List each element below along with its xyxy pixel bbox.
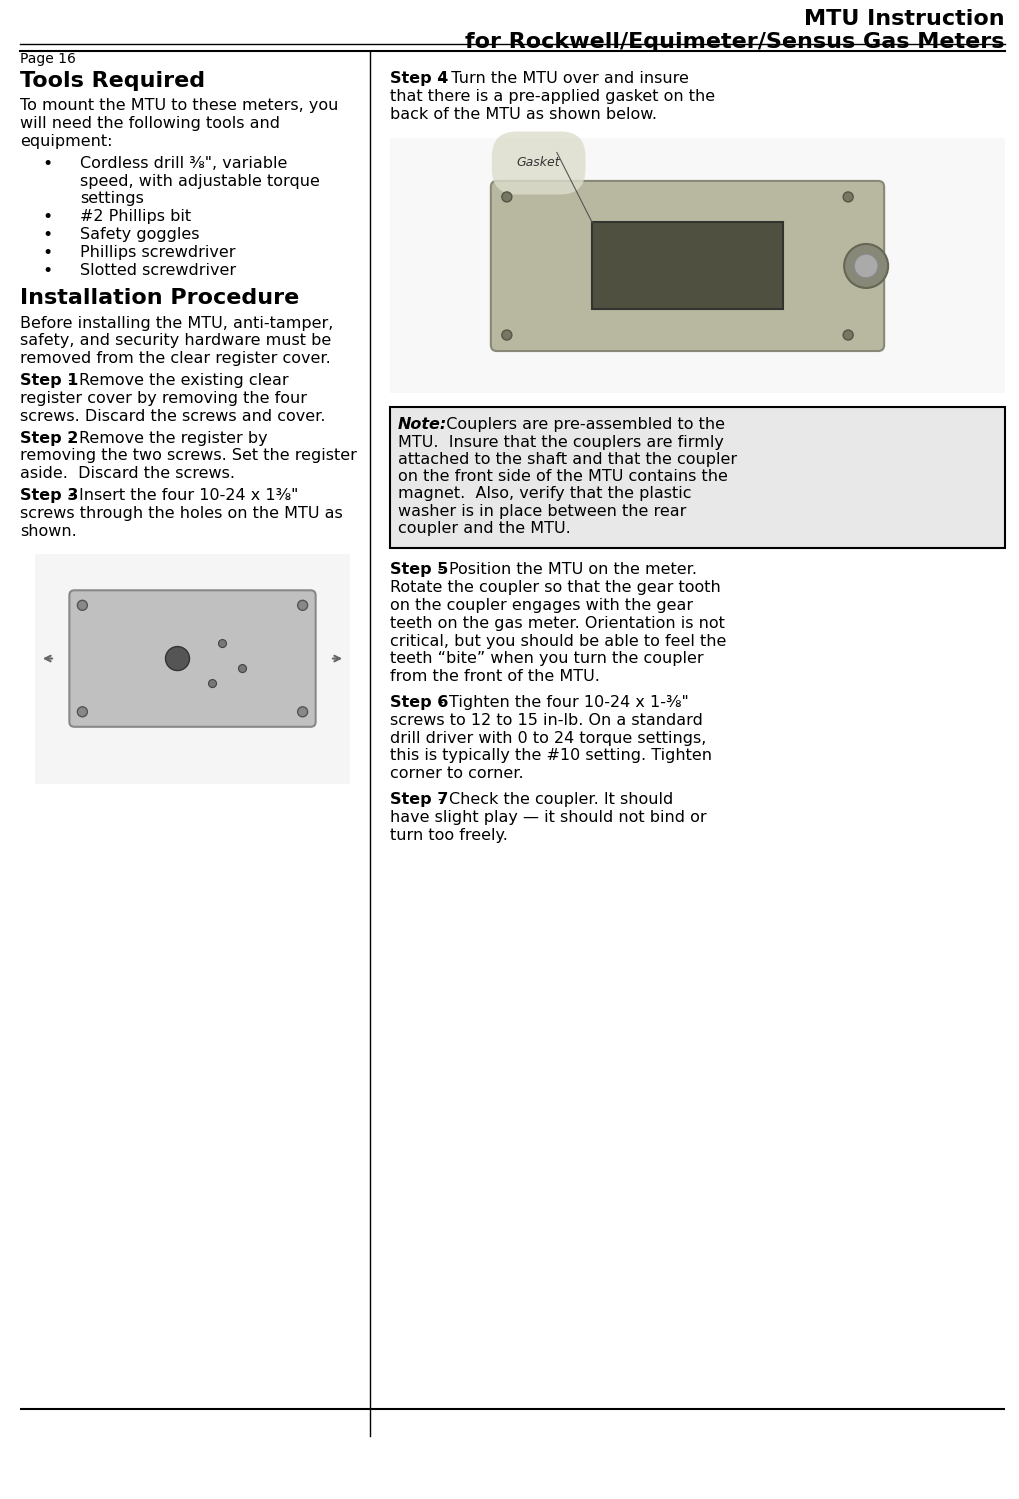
Text: Installation Procedure: Installation Procedure <box>20 288 299 309</box>
Text: Tools Required: Tools Required <box>20 70 205 91</box>
Text: critical, but you should be able to feel the: critical, but you should be able to feel… <box>389 634 726 649</box>
Text: Slotted screwdriver: Slotted screwdriver <box>79 262 235 277</box>
Bar <box>389 138 1004 393</box>
Text: Phillips screwdriver: Phillips screwdriver <box>79 244 235 259</box>
Text: from the front of the MTU.: from the front of the MTU. <box>389 669 599 684</box>
Bar <box>389 408 1004 549</box>
Text: MTU Instruction: MTU Instruction <box>804 9 1004 28</box>
Circle shape <box>843 330 852 340</box>
Text: Step 4: Step 4 <box>389 70 448 85</box>
Text: To mount the MTU to these meters, you: To mount the MTU to these meters, you <box>20 99 338 114</box>
Text: – Turn the MTU over and insure: – Turn the MTU over and insure <box>432 70 688 85</box>
Text: Rotate the coupler so that the gear tooth: Rotate the coupler so that the gear toot… <box>389 580 720 595</box>
Text: screws to 12 to 15 in-lb. On a standard: screws to 12 to 15 in-lb. On a standard <box>389 714 702 729</box>
Text: washer is in place between the rear: washer is in place between the rear <box>397 504 686 519</box>
Text: removing the two screws. Set the register: removing the two screws. Set the registe… <box>20 448 357 463</box>
Text: that there is a pre-applied gasket on the: that there is a pre-applied gasket on th… <box>389 88 714 103</box>
Text: Before installing the MTU, anti-tamper,: Before installing the MTU, anti-tamper, <box>20 316 333 331</box>
Circle shape <box>298 708 308 717</box>
Text: teeth “bite” when you turn the coupler: teeth “bite” when you turn the coupler <box>389 652 703 667</box>
Text: aside.  Discard the screws.: aside. Discard the screws. <box>20 466 234 481</box>
Text: this is typically the #10 setting. Tighten: this is typically the #10 setting. Tight… <box>389 748 711 763</box>
Text: screws through the holes on the MTU as: screws through the holes on the MTU as <box>20 505 342 520</box>
Text: register cover by removing the four: register cover by removing the four <box>20 391 307 406</box>
Circle shape <box>218 640 226 648</box>
Text: Step 1: Step 1 <box>20 373 78 388</box>
Text: - Insert the four 10-24 x 1⅜": - Insert the four 10-24 x 1⅜" <box>63 489 298 504</box>
FancyBboxPatch shape <box>69 591 315 727</box>
Bar <box>35 553 350 784</box>
Text: speed, with adjustable torque: speed, with adjustable torque <box>79 174 320 189</box>
FancyBboxPatch shape <box>490 181 883 351</box>
Circle shape <box>165 646 190 670</box>
Text: - Position the MTU on the meter.: - Position the MTU on the meter. <box>432 562 696 577</box>
Text: settings: settings <box>79 192 144 207</box>
Circle shape <box>843 192 852 202</box>
Circle shape <box>77 708 88 717</box>
Text: attached to the shaft and that the coupler: attached to the shaft and that the coupl… <box>397 453 737 468</box>
Text: - Tighten the four 10-24 x 1-⅜": - Tighten the four 10-24 x 1-⅜" <box>432 696 688 711</box>
Text: teeth on the gas meter. Orientation is not: teeth on the gas meter. Orientation is n… <box>389 616 725 631</box>
Text: will need the following tools and: will need the following tools and <box>20 115 280 130</box>
Text: Cordless drill ⅜", variable: Cordless drill ⅜", variable <box>79 156 287 171</box>
Text: •: • <box>42 262 52 280</box>
Text: - Remove the register by: - Remove the register by <box>63 430 267 445</box>
Text: screws. Discard the screws and cover.: screws. Discard the screws and cover. <box>20 409 325 424</box>
Text: •: • <box>42 154 52 172</box>
Text: •: • <box>42 208 52 226</box>
Text: •: • <box>42 226 52 244</box>
Circle shape <box>208 679 216 688</box>
Text: •: • <box>42 244 52 262</box>
Text: shown.: shown. <box>20 523 76 538</box>
Text: MTU.  Insure that the couplers are firmly: MTU. Insure that the couplers are firmly <box>397 435 723 450</box>
Circle shape <box>844 244 888 288</box>
Text: turn too freely.: turn too freely. <box>389 827 507 842</box>
Text: #2 Phillips bit: #2 Phillips bit <box>79 210 191 225</box>
Text: - Check the coupler. It should: - Check the coupler. It should <box>432 791 673 806</box>
Circle shape <box>501 330 512 340</box>
Text: Couplers are pre-assembled to the: Couplers are pre-assembled to the <box>435 418 725 433</box>
Text: Step 3: Step 3 <box>20 489 78 504</box>
Text: equipment:: equipment: <box>20 133 112 148</box>
Text: Note:: Note: <box>397 418 446 433</box>
Text: safety, and security hardware must be: safety, and security hardware must be <box>20 333 331 348</box>
Text: drill driver with 0 to 24 torque settings,: drill driver with 0 to 24 torque setting… <box>389 730 706 745</box>
Text: back of the MTU as shown below.: back of the MTU as shown below. <box>389 106 656 121</box>
Text: Safety goggles: Safety goggles <box>79 226 200 241</box>
Circle shape <box>853 253 877 277</box>
Circle shape <box>501 192 512 202</box>
Text: on the coupler engages with the gear: on the coupler engages with the gear <box>389 598 693 613</box>
Text: Step 5: Step 5 <box>389 562 448 577</box>
Text: Page 16: Page 16 <box>20 52 75 66</box>
Text: corner to corner.: corner to corner. <box>389 766 523 781</box>
Bar <box>592 222 782 309</box>
Text: Step 2: Step 2 <box>20 430 78 445</box>
Text: - Remove the existing clear: - Remove the existing clear <box>63 373 288 388</box>
Circle shape <box>238 664 247 673</box>
Text: Step 7: Step 7 <box>389 791 448 806</box>
Circle shape <box>298 600 308 610</box>
Text: have slight play — it should not bind or: have slight play — it should not bind or <box>389 809 706 824</box>
Text: for Rockwell/Equimeter/Sensus Gas Meters: for Rockwell/Equimeter/Sensus Gas Meters <box>465 31 1004 52</box>
Text: magnet.  Also, verify that the plastic: magnet. Also, verify that the plastic <box>397 487 691 502</box>
Text: on the front side of the MTU contains the: on the front side of the MTU contains th… <box>397 469 728 484</box>
Circle shape <box>77 600 88 610</box>
Text: coupler and the MTU.: coupler and the MTU. <box>397 522 571 537</box>
Text: Gasket: Gasket <box>517 156 559 169</box>
Text: Step 6: Step 6 <box>389 696 448 711</box>
Text: removed from the clear register cover.: removed from the clear register cover. <box>20 351 330 366</box>
